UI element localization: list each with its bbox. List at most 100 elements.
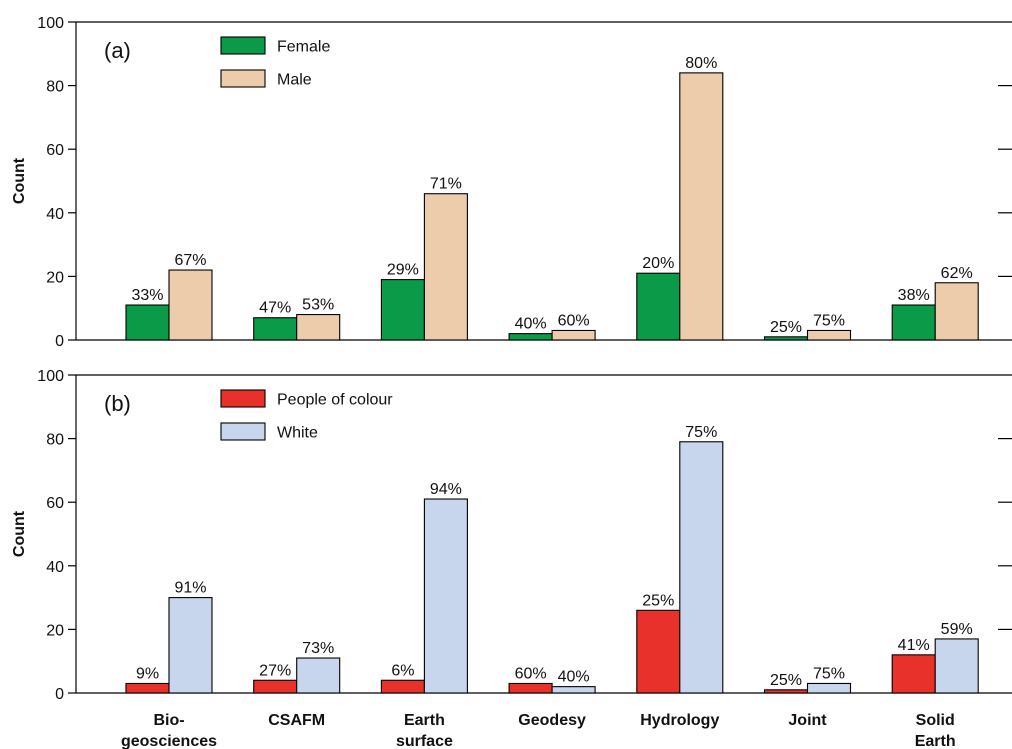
bar [636, 609, 681, 694]
y-axis-title: Count [11, 510, 28, 557]
bar [423, 498, 468, 694]
y-tick-label: 40 [46, 206, 64, 223]
y-tick-label: 100 [37, 15, 64, 32]
y-tick-label: 0 [55, 333, 64, 350]
x-category-label: Geodesy [518, 712, 586, 729]
bar [296, 314, 341, 341]
bar-value-label: 41% [898, 637, 930, 654]
panel-label: (b) [104, 391, 131, 416]
bar-value-label: 67% [174, 252, 206, 269]
bar [806, 329, 852, 341]
bar-value-label: 60% [558, 312, 590, 329]
x-category-label-line: CSAFM [268, 712, 325, 729]
bar-value-label: 25% [770, 672, 802, 689]
y-tick-label: 20 [46, 269, 64, 286]
x-category-label: Earth surface [396, 712, 453, 749]
bar [423, 193, 468, 341]
bar [679, 72, 724, 341]
bar-value-label: 27% [259, 662, 291, 679]
chart-panel-b: 0 20 40 60 80 100 Count (b) People of colour Whit… [11, 368, 1012, 749]
x-category-label: Joint [788, 712, 827, 729]
bar [551, 329, 596, 341]
bar [763, 689, 809, 694]
bar-value-label: 80% [685, 55, 717, 72]
x-category-label-line: Earth [915, 733, 956, 749]
bar [636, 272, 681, 341]
y-tick-label: 100 [37, 368, 64, 385]
bar-value-label: 60% [515, 665, 547, 682]
legend-swatch [220, 422, 266, 441]
x-category-label: Hydrology [640, 712, 719, 729]
x-category-label-line: Solid [916, 712, 955, 729]
bar [891, 304, 936, 341]
bar-value-label: 71% [430, 176, 462, 193]
x-category-label-line: geosciences [121, 733, 217, 749]
bar [253, 317, 298, 341]
bar-value-label: 73% [302, 640, 334, 657]
y-tick-label: 0 [55, 686, 64, 703]
bar [125, 304, 170, 341]
x-category-label: CSAFM [268, 712, 325, 729]
y-tick-label: 80 [46, 432, 64, 449]
panel-label: (a) [104, 38, 131, 63]
bar [763, 336, 809, 341]
bar [934, 282, 979, 341]
bar-value-label: 94% [430, 481, 462, 498]
x-category-label-line: Bio- [153, 712, 184, 729]
x-category-label: Bio-geosciences [121, 712, 217, 749]
bar-value-label: 33% [131, 287, 163, 304]
y-tick-label: 60 [46, 142, 64, 159]
bar [380, 679, 425, 694]
bar-value-label: 29% [387, 262, 419, 279]
legend-swatch [220, 389, 266, 408]
y-tick-label: 20 [46, 622, 64, 639]
bar [168, 597, 213, 694]
x-category-label-line: Hydrology [640, 712, 719, 729]
y-tick-label: 80 [46, 79, 64, 96]
legend-label: Male [277, 72, 312, 89]
x-category-label-line: Earth [404, 712, 445, 729]
bar [380, 279, 425, 341]
legend-swatch [220, 36, 266, 55]
bar-value-label: 47% [259, 300, 291, 317]
x-category-label-line: Joint [788, 712, 827, 729]
x-category-label-line: Geodesy [518, 712, 586, 729]
bar [551, 686, 596, 694]
bar [891, 654, 936, 694]
bar-value-label: 38% [898, 287, 930, 304]
legend-swatch [220, 69, 266, 88]
bar-value-label: 6% [391, 662, 414, 679]
x-category-label-line: surface [396, 733, 453, 749]
legend-label: White [277, 425, 318, 442]
chart-panel-a: 0 20 40 60 80 100 Count (a) Female Male 33% 67% 47% 5… [11, 15, 1012, 350]
bar-value-label: 75% [685, 424, 717, 441]
bar-value-label: 40% [558, 669, 590, 686]
bar [934, 638, 979, 694]
bar-value-label: 75% [813, 665, 845, 682]
bar [679, 441, 724, 694]
legend-label: People of colour [277, 392, 393, 409]
y-axis-title: Count [11, 157, 28, 204]
bar-value-label: 40% [515, 316, 547, 333]
y-tick-label: 60 [46, 495, 64, 512]
bar-value-label: 20% [642, 255, 674, 272]
bar-value-label: 53% [302, 297, 334, 314]
bar [806, 682, 852, 694]
bar-value-label: 25% [642, 592, 674, 609]
bar [508, 333, 553, 341]
bar [296, 657, 341, 694]
bar [253, 679, 298, 694]
bar [168, 269, 213, 341]
bar [508, 682, 553, 694]
bar-value-label: 91% [174, 580, 206, 597]
bar [125, 682, 170, 694]
bar-value-label: 25% [770, 319, 802, 336]
bar-value-label: 62% [941, 265, 973, 282]
bar-value-label: 9% [136, 665, 159, 682]
y-tick-label: 40 [46, 559, 64, 576]
legend-label: Female [277, 39, 330, 56]
bar-value-label: 75% [813, 312, 845, 329]
x-category-label: Solid Earth [915, 712, 956, 749]
bar-value-label: 59% [941, 621, 973, 638]
